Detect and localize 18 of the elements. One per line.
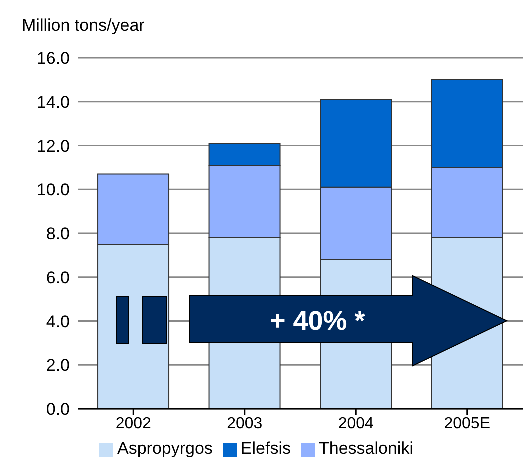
legend-label: Elefsis	[240, 439, 291, 458]
legend-label: Thessaloniki	[319, 439, 414, 458]
y-tick-label: 12.0	[36, 136, 70, 156]
x-tick-label: 2002	[116, 415, 152, 432]
y-tick-label: 0.0	[46, 400, 70, 420]
y-tick-label: 10.0	[36, 180, 70, 200]
annotation: + 40% *	[270, 306, 366, 337]
y-tick-label: 2.0	[46, 356, 70, 376]
y-tick-label: 16.0	[36, 49, 70, 68]
x-tick-label: 2004	[338, 415, 374, 432]
y-tick-label: 6.0	[46, 268, 70, 288]
x-tick-label: 2003	[227, 415, 263, 432]
y-tick-label: 8.0	[46, 224, 70, 244]
y-tick-label: 14.0	[36, 92, 70, 112]
legend-label: Aspropyrgos	[117, 439, 213, 458]
y-axis-title: Million tons/year	[22, 16, 145, 36]
y-tick-label: 4.0	[46, 312, 70, 332]
x-tick-label: 2005E	[444, 415, 491, 432]
